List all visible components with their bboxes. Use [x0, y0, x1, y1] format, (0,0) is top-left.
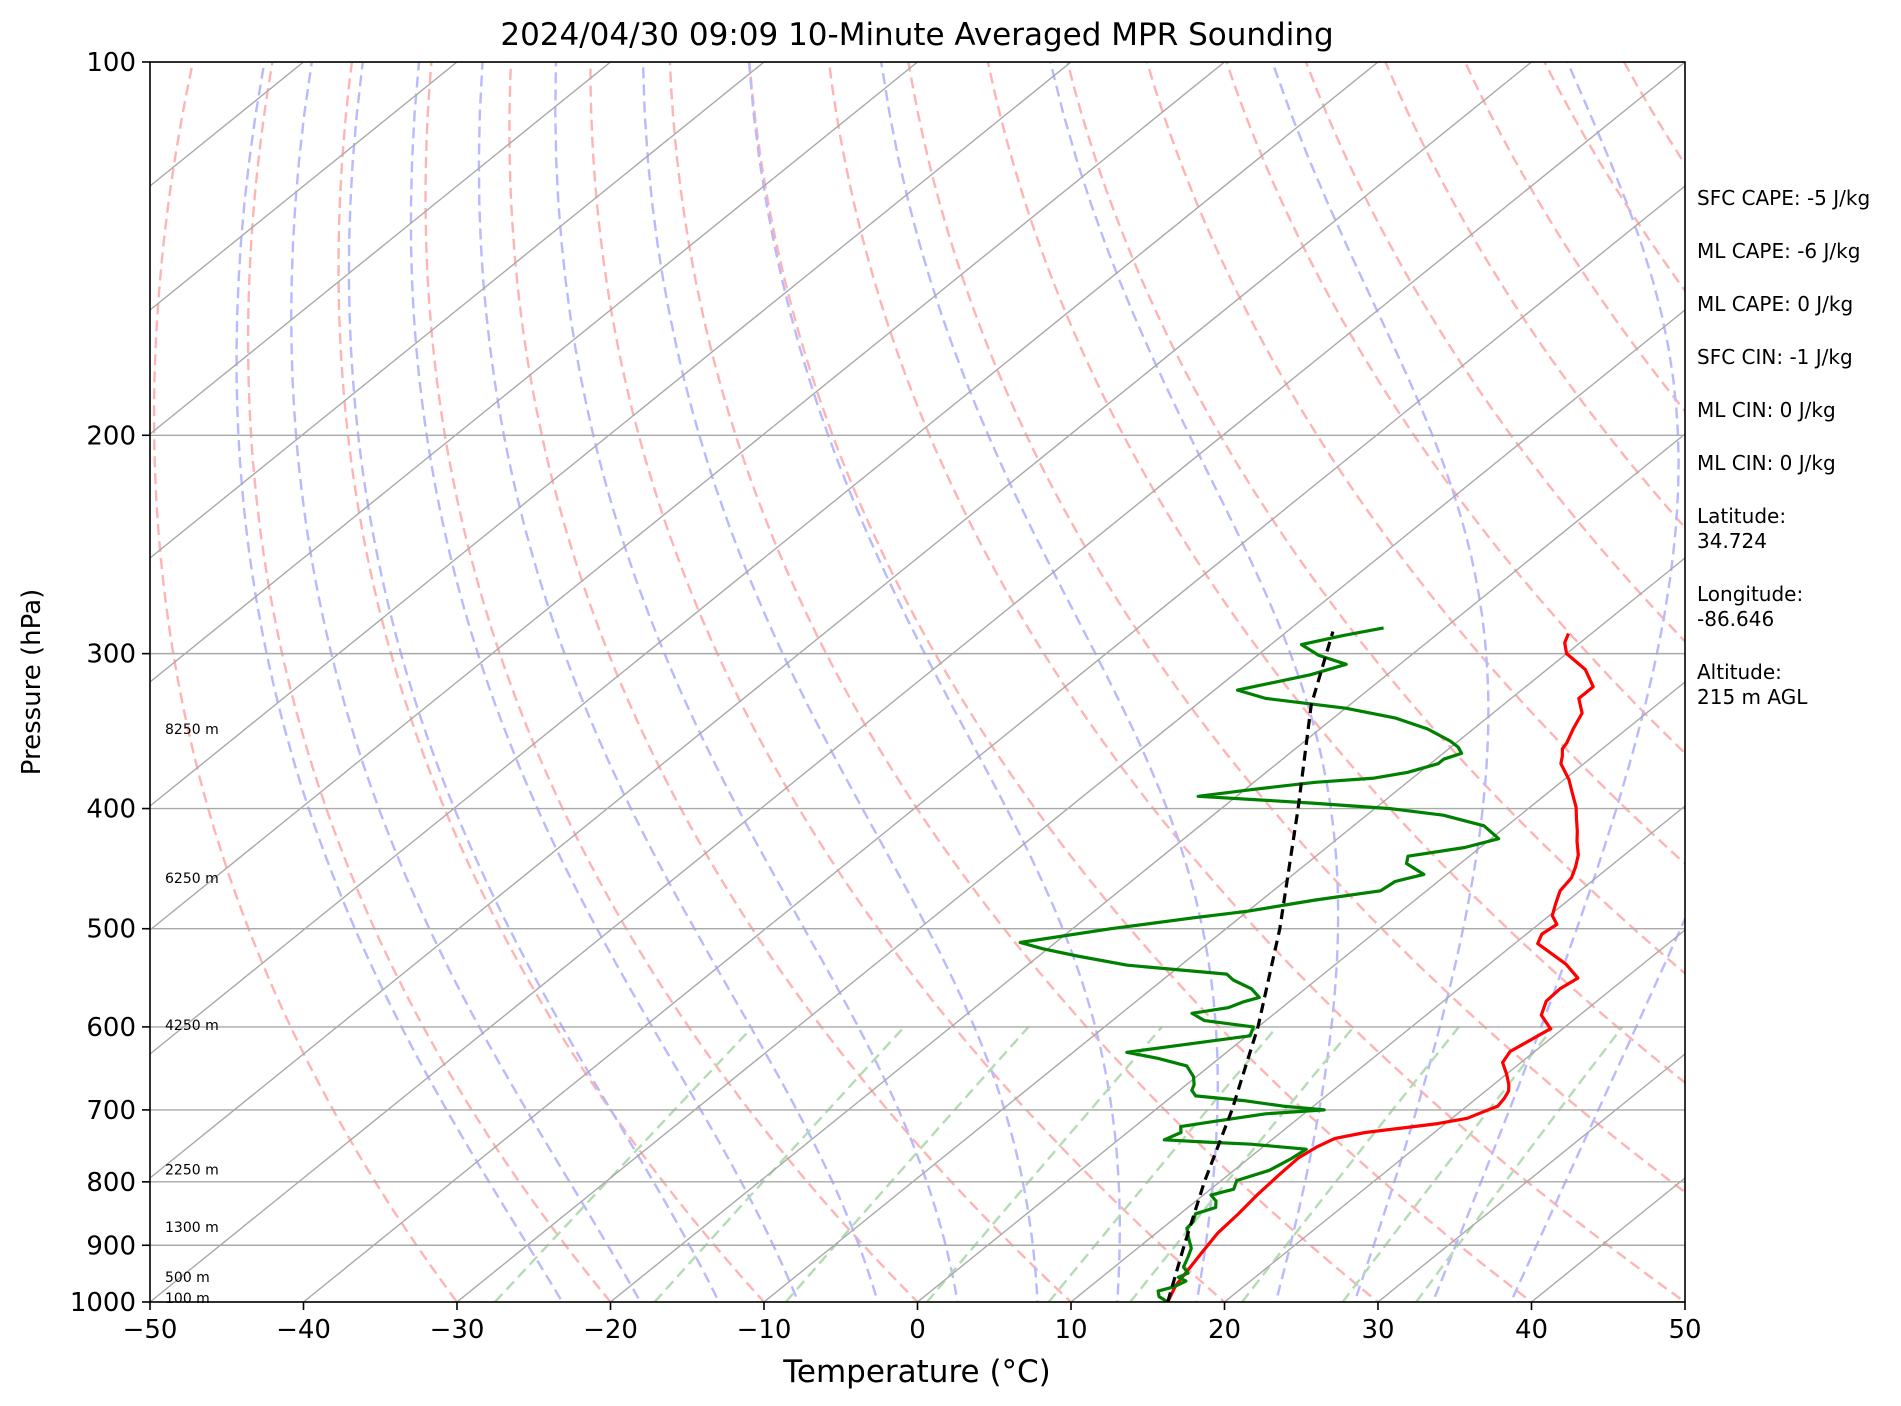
y-tick-label: 900 [86, 1231, 136, 1261]
y-tick-label: 1000 [70, 1288, 136, 1318]
y-tick-label: 200 [86, 421, 136, 451]
moist-adiabat-line [235, 62, 564, 1302]
x-tick-label: −40 [276, 1315, 331, 1345]
x-tick-label: 50 [1668, 1315, 1701, 1345]
moist-adiabat-line [1271, 62, 1490, 1302]
moist-adiabat-line [641, 62, 1039, 1302]
longitude-value: -86.646 [1697, 607, 1775, 631]
isotherm-line [150, 62, 1226, 931]
y-tick-label: 100 [86, 48, 136, 78]
isotherm-line [916, 681, 1685, 1302]
y-tick-label: 400 [86, 795, 136, 825]
moist-adiabat-line [289, 62, 642, 1302]
isotherm-line [150, 62, 766, 559]
axis-layer: −50 −40 −30 −20 −10 0 10 20 30 40 50 100 200 300 400 50… [70, 48, 1702, 1345]
height-label: 1300 m [165, 1220, 219, 1236]
latitude-label: Latitude: [1697, 504, 1787, 528]
dry-adiabat-line [827, 62, 1685, 1302]
dry-adiabat-line [152, 62, 459, 1302]
moist-adiabat-line [409, 62, 800, 1302]
height-label: 500 m [165, 1270, 210, 1286]
longitude-label: Longitude: [1697, 582, 1804, 606]
dry-adiabat-line [337, 62, 766, 1302]
isotherm-line [150, 62, 459, 311]
ml-cin-text-2: ML CIN: 0 J/kg [1697, 451, 1836, 475]
isotherm-line [609, 433, 1685, 1302]
height-labels: 8250 m 6250 m 4250 m 2250 m 1300 m 500 m 100 m [165, 722, 219, 1307]
y-tick-label: 800 [86, 1168, 136, 1198]
height-label: 6250 m [165, 871, 219, 887]
dry-adiabat-line [986, 62, 1685, 1085]
isotherm-line [1223, 929, 1685, 1302]
moist-adiabat-line [1431, 62, 1680, 1302]
sfc-cin-text: SFC CIN: -1 J/kg [1697, 345, 1853, 369]
x-tick-label: 40 [1515, 1315, 1548, 1345]
parcel-path-line [1166, 631, 1335, 1302]
y-tick-label: 500 [86, 915, 136, 945]
x-tick-label: −50 [123, 1315, 178, 1345]
isotherm-line [1376, 1053, 1685, 1302]
sfc-cape-text: SFC CAPE: -5 J/kg [1697, 186, 1871, 210]
x-tick-label: 30 [1361, 1315, 1394, 1345]
isotherm-line [150, 62, 1685, 1302]
x-axis-label: Temperature (°C) [782, 1354, 1051, 1390]
dewpoint-profile-line [1018, 626, 1501, 1302]
moist-adiabat-line [1049, 62, 1340, 1302]
isotherm-line [150, 62, 612, 435]
dry-adiabat-line [1145, 62, 1685, 866]
mixing-ratio-line [494, 1026, 754, 1302]
moist-adiabat-line [880, 62, 1220, 1302]
sounding-parameters-panel: SFC CAPE: -5 J/kg ML CAPE: -6 J/kg ML CA… [1697, 186, 1897, 710]
isotherm-line [150, 62, 919, 683]
dry-adiabat-line [907, 62, 1685, 1194]
isotherm-line [150, 62, 1533, 1179]
height-label: 100 m [165, 1291, 210, 1307]
dry-adiabat-line [589, 62, 1227, 1302]
dry-adiabat-line [508, 62, 1073, 1302]
dry-adiabat-line [1066, 62, 1685, 975]
isotherm-line [455, 309, 1685, 1302]
moist-adiabat-line [347, 62, 721, 1302]
moist-adiabat-line [554, 62, 959, 1302]
x-tick-label: −30 [430, 1315, 485, 1345]
y-tick-label: 300 [86, 640, 136, 670]
dry-adiabat-line [424, 62, 920, 1302]
ml-cin-text: ML CIN: 0 J/kg [1697, 398, 1836, 422]
temperature-profile-line [1166, 632, 1595, 1302]
background-lines [150, 62, 1685, 1302]
x-tick-label: 20 [1208, 1315, 1241, 1345]
x-tick-label: −20 [583, 1315, 638, 1345]
x-tick-label: 10 [1054, 1315, 1087, 1345]
isotherm-line [150, 62, 1073, 807]
moist-adiabat-line [477, 62, 880, 1302]
height-label: 4250 m [165, 1018, 219, 1034]
isotherm-line [150, 62, 1380, 1055]
dry-adiabat-line [668, 62, 1380, 1302]
dry-adiabat-line [1225, 62, 1685, 755]
y-axis-label: Pressure (hPa) [17, 589, 47, 776]
y-tick-label: 700 [86, 1096, 136, 1126]
altitude-label: Altitude: [1697, 660, 1782, 684]
isotherm-line [762, 557, 1685, 1302]
isotherm-line [302, 185, 1685, 1302]
dry-adiabat-line [246, 62, 613, 1302]
ml-cape-text: ML CAPE: -6 J/kg [1697, 239, 1861, 263]
mixing-ratio-line [1415, 1026, 1624, 1302]
series-layer [1018, 626, 1595, 1302]
ml-cape-text-2: ML CAPE: 0 J/kg [1697, 292, 1854, 316]
dry-adiabat-line [748, 62, 1534, 1302]
x-tick-label: 0 [909, 1315, 926, 1345]
height-label: 2250 m [165, 1163, 219, 1179]
dry-adiabat-line [1304, 62, 1685, 644]
latitude-value: 34.724 [1697, 529, 1767, 553]
mixing-ratio-line [1241, 1026, 1460, 1302]
x-tick-label: −10 [737, 1315, 792, 1345]
altitude-value: 215 m AGL [1697, 685, 1808, 709]
moist-adiabat-line [747, 62, 1121, 1302]
height-label: 8250 m [165, 722, 219, 738]
chart-title: 2024/04/30 09:09 10-Minute Averaged MPR … [500, 17, 1333, 53]
y-tick-label: 600 [86, 1013, 136, 1043]
